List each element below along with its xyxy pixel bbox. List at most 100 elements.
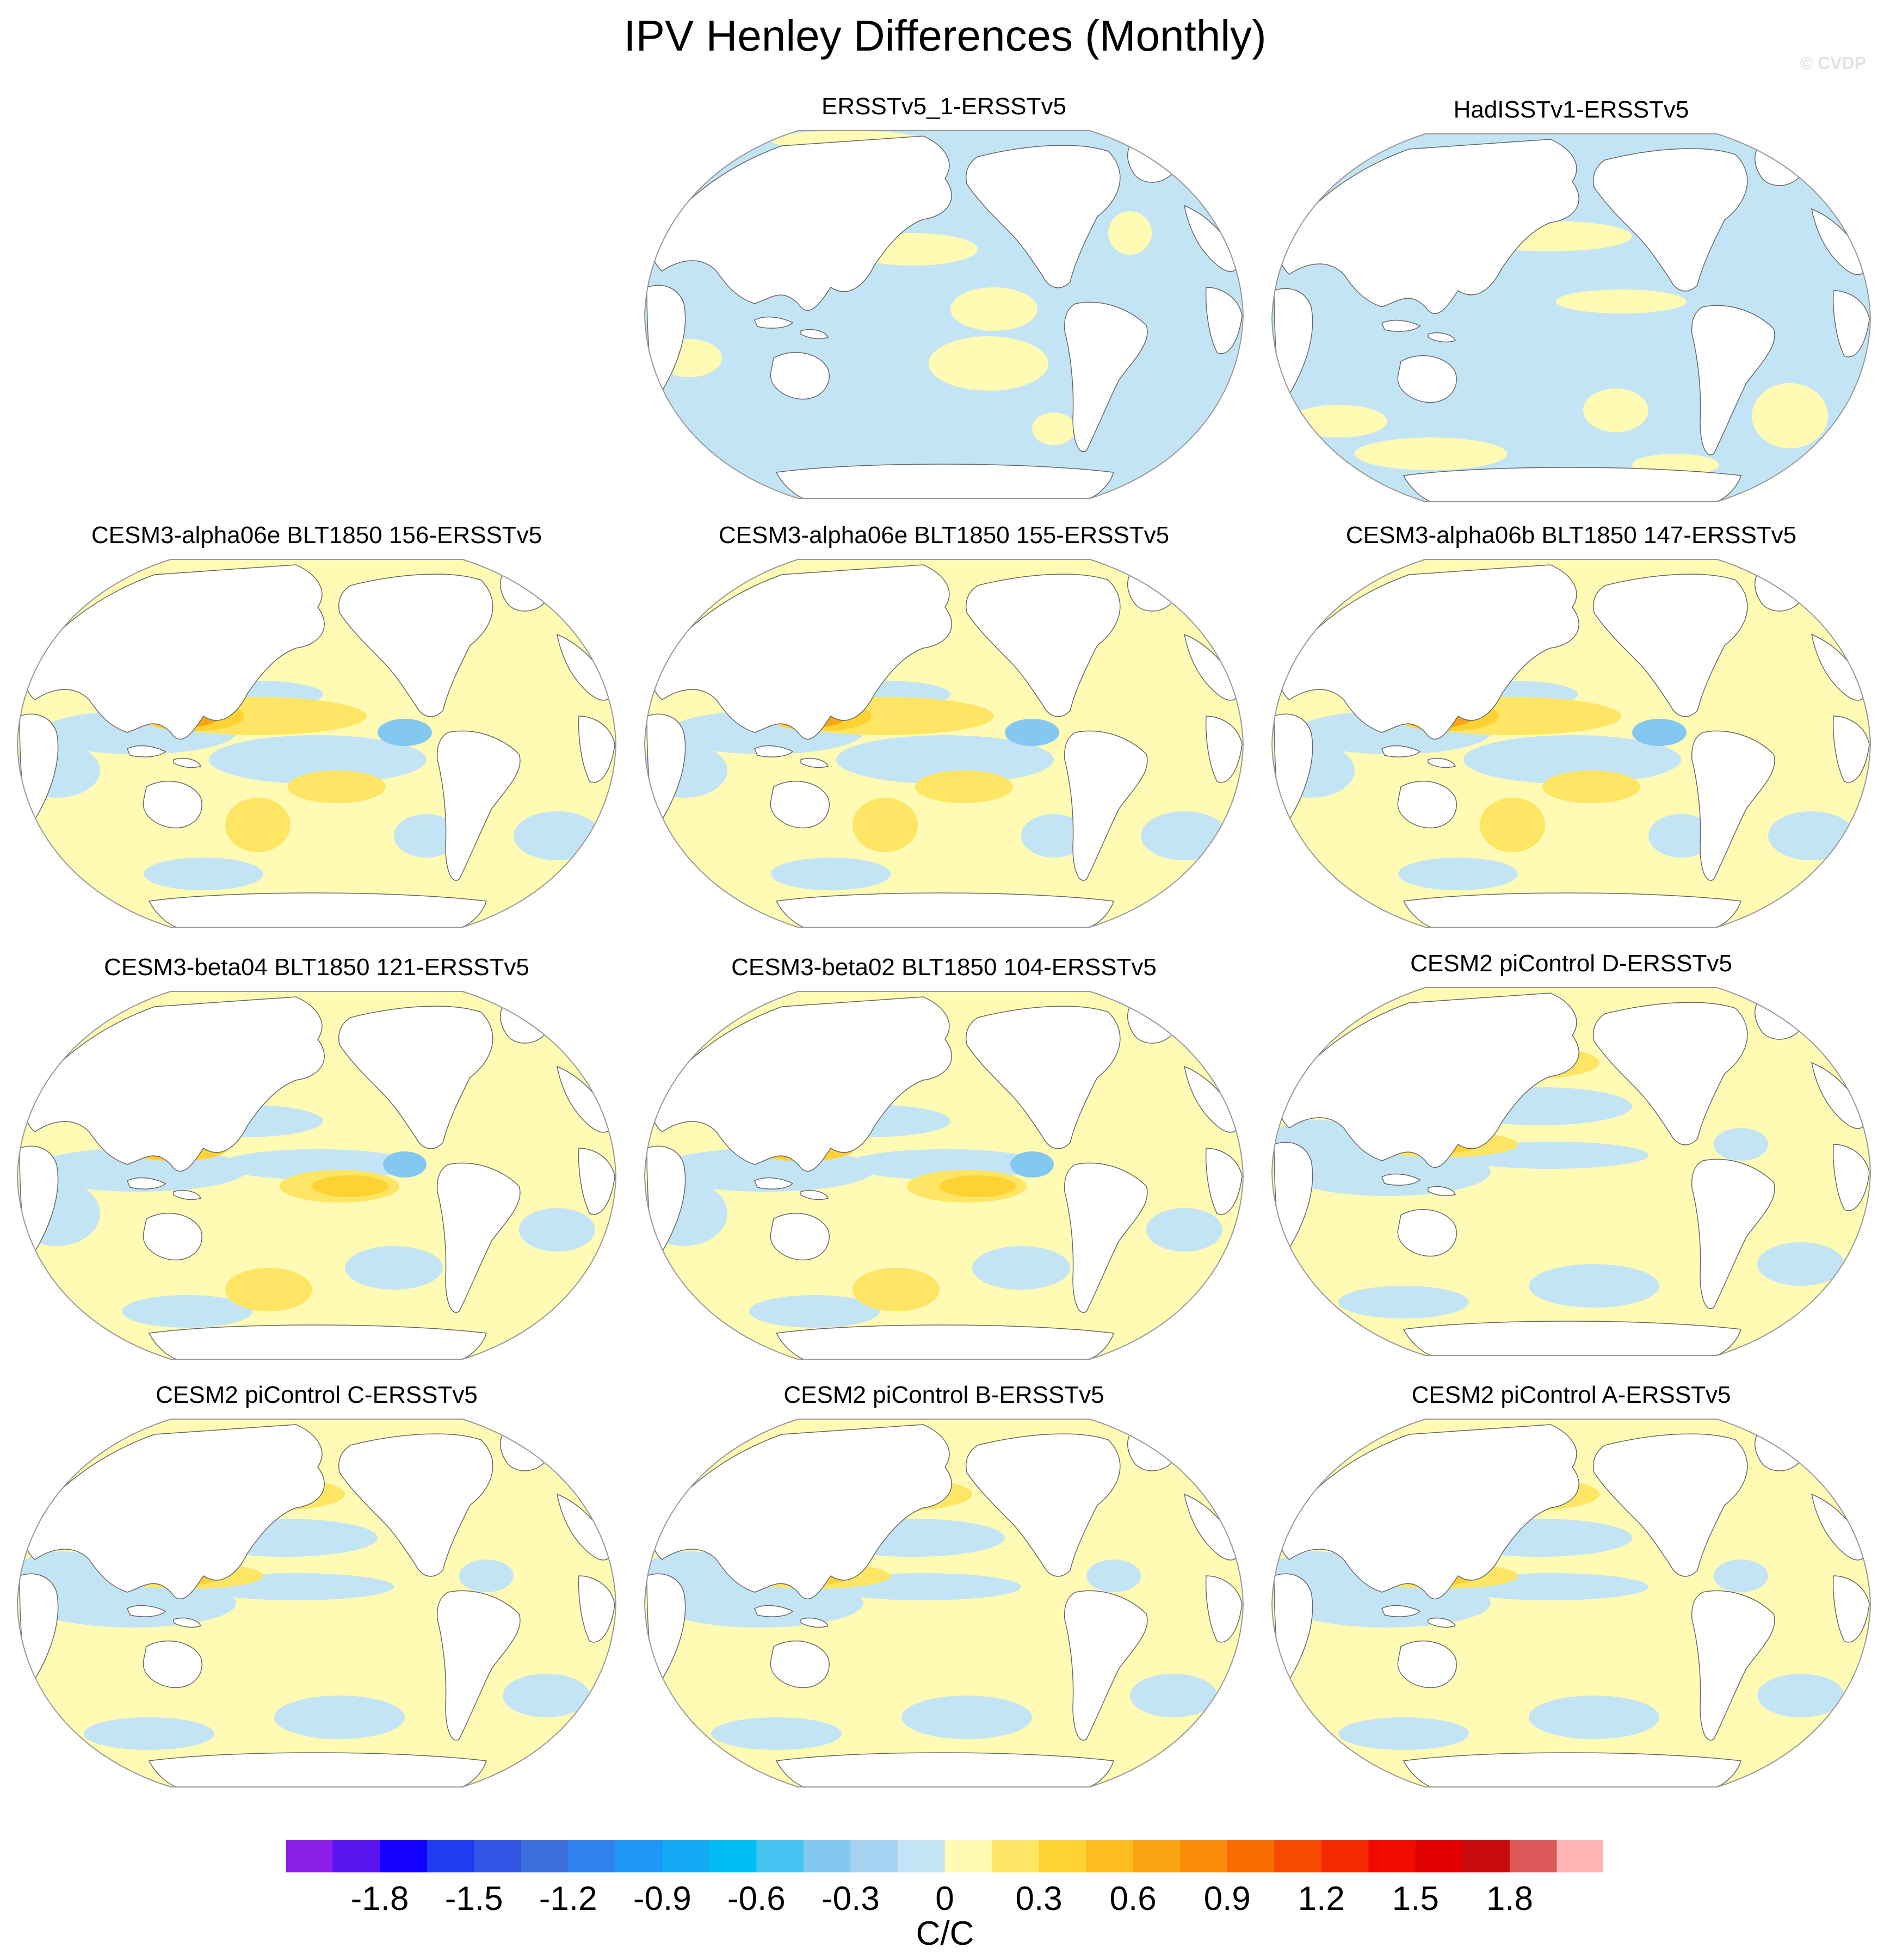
land-africa xyxy=(19,1145,59,1253)
anomaly-region xyxy=(1556,289,1687,313)
land-africa xyxy=(646,1573,686,1681)
colorbar-tick-label: 0.6 xyxy=(1109,1880,1157,1918)
land-new-guinea xyxy=(1428,1186,1456,1197)
land-europe-east xyxy=(1183,1493,1239,1561)
world-map xyxy=(16,1419,617,1788)
land-new-guinea xyxy=(800,329,829,340)
land-africa xyxy=(1274,1573,1313,1681)
colorbar-tick-label: 0.9 xyxy=(1203,1880,1251,1918)
land-west-africa xyxy=(1832,1575,1870,1643)
land-africa xyxy=(1274,288,1313,396)
sst-difference-field xyxy=(17,559,616,927)
anomaly-region xyxy=(225,798,291,852)
land-west-africa xyxy=(1205,287,1243,354)
colorbar-tick-label: -0.9 xyxy=(633,1880,691,1918)
land-australia xyxy=(1397,355,1457,403)
land-eurasia xyxy=(23,1424,325,1600)
land-south-america xyxy=(1691,305,1775,455)
sst-difference-field xyxy=(645,559,1243,927)
land-north-america xyxy=(1593,148,1748,292)
anomaly-region xyxy=(312,1175,388,1197)
map-panel-cesm2-picontrol-a: CESM2 piControl A-ERSSTv5 xyxy=(1261,1381,1881,1800)
land-west-africa xyxy=(578,716,615,783)
map-outline xyxy=(644,130,1244,499)
land-europe-east xyxy=(1811,633,1867,701)
land-europe-east xyxy=(1183,633,1239,701)
anomaly-region xyxy=(1714,1128,1768,1161)
colorbar-swatch xyxy=(427,1839,474,1873)
anomaly-region xyxy=(514,811,601,860)
land-africa xyxy=(19,713,59,821)
land-antarctica xyxy=(1403,1752,1742,1787)
world-map xyxy=(644,559,1244,928)
land-north-america xyxy=(966,145,1121,288)
land-west-africa xyxy=(578,1148,615,1215)
land-europe-east xyxy=(1811,208,1867,275)
land-indonesia xyxy=(754,316,794,329)
panel-title: CESM3-beta04 BLT1850 121-ERSSTv5 xyxy=(104,954,529,981)
land-south-america xyxy=(1064,301,1148,452)
land-africa xyxy=(646,713,686,821)
land-south-america xyxy=(436,730,521,881)
land-south-america xyxy=(1064,730,1148,881)
panel-title: CESM3-alpha06e BLT1850 155-ERSSTv5 xyxy=(718,522,1170,548)
anomaly-region xyxy=(288,771,386,803)
colorbar-swatch xyxy=(1462,1839,1510,1873)
colorbar-tick-label: 1.2 xyxy=(1298,1880,1345,1918)
anomaly-region xyxy=(378,719,432,746)
colorbar-swatch xyxy=(332,1839,380,1873)
anomaly-region xyxy=(1021,814,1086,858)
land-africa xyxy=(1274,1142,1313,1249)
colorbar-swatch xyxy=(1415,1839,1463,1873)
map-panel-cesm2-picontrol-c: CESM2 piControl C-ERSSTv5 xyxy=(7,1381,627,1800)
land-eurasia xyxy=(23,996,325,1172)
anomaly-region xyxy=(940,1175,1016,1197)
panel-title: CESM2 piControl B-ERSSTv5 xyxy=(783,1382,1104,1408)
world-map xyxy=(644,130,1244,499)
land-north-america xyxy=(966,1006,1121,1149)
land-west-africa xyxy=(578,1575,615,1643)
land-africa xyxy=(19,1573,59,1681)
land-indonesia xyxy=(754,1605,794,1617)
panel-title: CESM2 piControl C-ERSSTv5 xyxy=(156,1382,478,1408)
sst-difference-field xyxy=(645,131,1243,498)
colorbar-swatch xyxy=(286,1839,333,1873)
land-indonesia xyxy=(1381,1173,1421,1186)
anomaly-region xyxy=(1714,1560,1768,1592)
world-map xyxy=(16,991,617,1360)
sst-difference-field xyxy=(1272,988,1870,1355)
world-map xyxy=(644,991,1244,1360)
anomaly-region xyxy=(950,287,1037,331)
map-outline xyxy=(1271,559,1872,928)
land-europe-east xyxy=(1183,205,1239,272)
land-eurasia xyxy=(1278,1424,1579,1600)
sst-difference-field xyxy=(1272,1419,1870,1787)
land-australia xyxy=(143,780,202,829)
land-south-america xyxy=(1691,730,1775,881)
colorbar-swatch xyxy=(1509,1839,1557,1873)
anomaly-region xyxy=(901,1696,1032,1739)
anomaly-region xyxy=(1141,811,1228,860)
colorbar-swatch xyxy=(897,1839,945,1873)
land-indonesia xyxy=(754,745,794,757)
colorbar-swatch xyxy=(1321,1839,1369,1873)
world-map xyxy=(1271,1419,1872,1788)
map-outline xyxy=(644,1419,1244,1788)
colorbar-tick-label: 1.8 xyxy=(1486,1880,1534,1918)
land-africa xyxy=(646,1145,686,1253)
colorbar-swatch xyxy=(474,1839,522,1873)
land-west-africa xyxy=(1832,716,1870,783)
land-antarctica xyxy=(148,1324,487,1359)
land-indonesia xyxy=(127,1605,166,1617)
map-outline xyxy=(16,991,617,1360)
colorbar-swatch xyxy=(1039,1839,1086,1873)
land-indonesia xyxy=(127,745,166,757)
panel-title: CESM2 piControl D-ERSSTv5 xyxy=(1410,950,1732,977)
land-new-guinea xyxy=(800,1189,829,1200)
anomaly-region xyxy=(1032,412,1076,445)
map-outline xyxy=(644,559,1244,928)
panel-title: CESM2 piControl A-ERSSTv5 xyxy=(1411,1382,1731,1408)
anomaly-region xyxy=(274,1696,405,1739)
panel-title: CESM3-beta02 BLT1850 104-ERSSTv5 xyxy=(731,954,1157,981)
land-australia xyxy=(143,1212,202,1261)
